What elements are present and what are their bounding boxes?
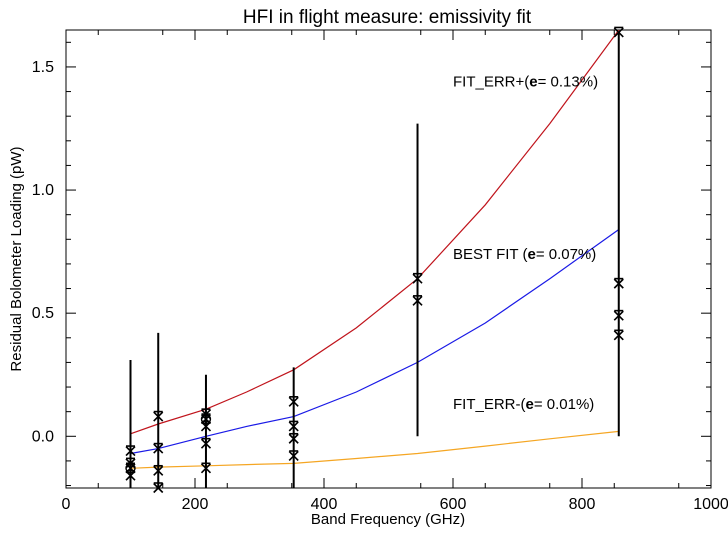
fit-curve — [130, 430, 619, 469]
fit-curves — [130, 30, 620, 469]
data-point-stroke — [200, 463, 212, 474]
y-tick-label: 1.0 — [32, 182, 54, 199]
data-point-stroke — [153, 465, 164, 476]
data-point-stroke — [288, 421, 299, 432]
fit-annotation-value: = 0.01%) — [534, 396, 594, 413]
data-point — [613, 329, 624, 341]
data-point — [200, 437, 212, 449]
data-point-stroke — [153, 482, 164, 494]
x-tick-label: 600 — [440, 496, 467, 513]
x-tick-label: 400 — [311, 496, 338, 513]
fit-annotation-symbol: e — [529, 74, 537, 91]
y-axis: 0.0 0.5 1.0 1.5 — [32, 41, 711, 487]
x-axis-title: Band Frequency (GHz) — [311, 511, 465, 528]
data-point-stroke — [613, 310, 624, 321]
data-point — [613, 26, 624, 38]
x-tick-label: 0 — [62, 496, 71, 513]
data-point-circle — [200, 413, 212, 425]
fit-annotation-symbol: e — [527, 246, 535, 263]
fit-annotations: FIT_ERR+(e= 0.13%)BEST FIT (e= 0.07%)FIT… — [453, 74, 598, 414]
data-point — [613, 277, 624, 289]
x-tick-label: 1000 — [693, 496, 728, 513]
data-point-stroke — [288, 396, 299, 407]
error-bars — [129, 32, 620, 488]
chart-title: HFI in flight measure: emissivity fit — [243, 7, 532, 28]
fit-curve — [130, 30, 620, 435]
data-point — [412, 272, 423, 284]
x-tick-label: 800 — [569, 496, 596, 513]
data-point-circle — [125, 463, 136, 474]
data-point — [153, 410, 164, 422]
data-point-stroke — [613, 27, 624, 38]
y-axis-title: Residual Bolometer Loading (pW) — [8, 146, 25, 371]
fit-annotation: FIT_ERR-(e= 0.01%) — [453, 396, 594, 413]
data-point — [412, 295, 423, 306]
data-point-stroke — [200, 438, 212, 449]
y-tick-label: 1.5 — [32, 59, 54, 76]
fit-annotation-prefix: BEST FIT ( — [453, 246, 527, 263]
data-point-stroke — [125, 470, 136, 481]
fit-annotation-value: = 0.13%) — [538, 74, 598, 91]
data-point-stroke — [412, 295, 423, 306]
x-tick-label: 200 — [182, 496, 209, 513]
data-point — [200, 462, 212, 474]
x-axis: 0 200 400 600 800 1000 — [62, 30, 728, 513]
data-point — [153, 464, 164, 476]
data-point-stroke — [613, 278, 624, 289]
plot-frame — [65, 29, 712, 489]
fit-annotation-prefix: FIT_ERR+( — [453, 74, 529, 91]
fit-annotation-value: = 0.07%) — [536, 246, 596, 263]
data-point-stroke — [125, 445, 136, 457]
fit-annotation: FIT_ERR+(e= 0.13%) — [453, 74, 598, 91]
data-point-stroke — [288, 450, 299, 462]
y-tick-label: 0.0 — [32, 428, 54, 445]
fit-curve — [130, 229, 620, 455]
data-point-stroke — [153, 411, 164, 422]
fit-annotation: BEST FIT (e= 0.07%) — [453, 246, 596, 263]
fit-annotation-prefix: FIT_ERR-( — [453, 396, 526, 413]
data-point — [288, 450, 299, 462]
data-point — [125, 469, 136, 481]
data-point — [613, 309, 624, 321]
data-point — [125, 445, 136, 457]
data-point — [288, 432, 299, 444]
data-point-stroke — [200, 421, 212, 432]
data-point — [153, 442, 164, 454]
y-tick-label: 0.5 — [32, 305, 54, 322]
data-point — [288, 420, 299, 432]
data-point-stroke — [153, 443, 164, 454]
data-point-stroke — [288, 433, 299, 444]
data-point-stroke — [613, 330, 624, 341]
measurement-markers — [125, 26, 624, 494]
data-point — [153, 482, 164, 494]
data-point — [200, 420, 212, 432]
fit-annotation-symbol: e — [526, 396, 534, 413]
data-point-stroke — [412, 273, 423, 284]
data-point — [288, 396, 299, 407]
